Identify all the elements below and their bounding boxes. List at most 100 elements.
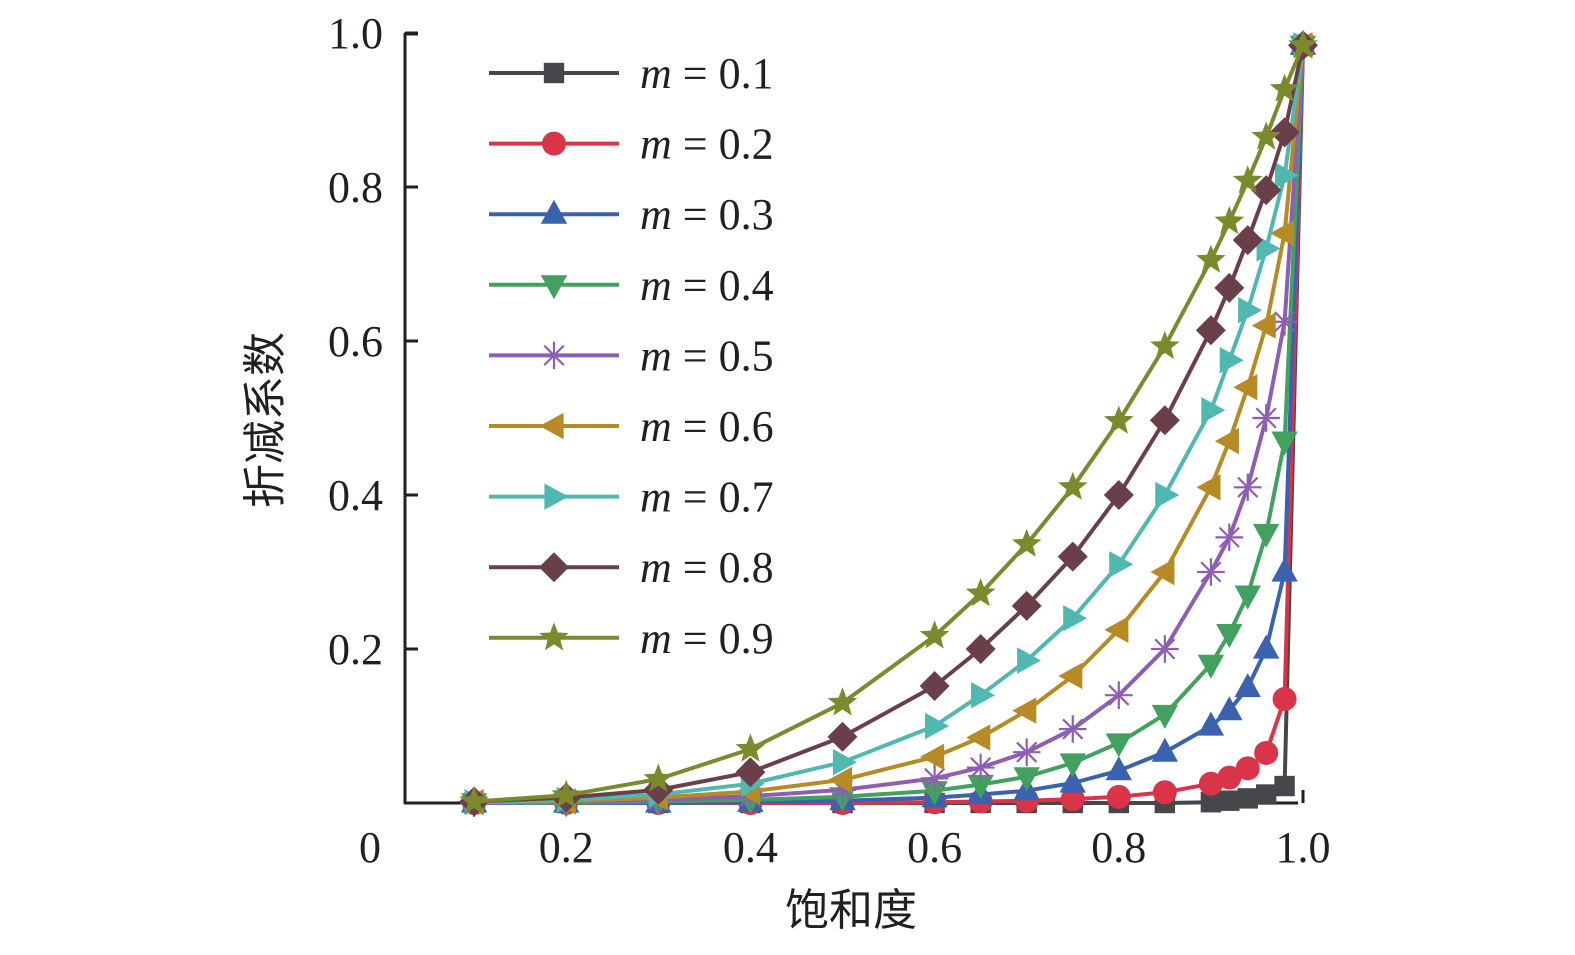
data-point-triangle-down bbox=[1252, 523, 1280, 548]
data-point-circle bbox=[1152, 780, 1177, 805]
x-tick-label: 0 bbox=[359, 823, 381, 872]
data-point-triangle-right bbox=[1063, 605, 1088, 632]
data-point-triangle-down bbox=[1216, 624, 1243, 648]
data-point-circle bbox=[1198, 771, 1223, 796]
series-layer bbox=[459, 29, 1318, 818]
legend-label: m = 0.2 bbox=[640, 120, 774, 169]
data-point-circle bbox=[1217, 765, 1242, 790]
data-point-triangle-down bbox=[1151, 704, 1179, 729]
data-point-star bbox=[919, 620, 950, 649]
data-point-triangle-left bbox=[828, 766, 853, 794]
data-point-diamond bbox=[1195, 315, 1226, 346]
data-point-circle bbox=[1106, 784, 1131, 809]
data-point-star bbox=[551, 779, 581, 808]
legend-label: m = 0.8 bbox=[640, 543, 774, 592]
legend-label-variable: m bbox=[640, 120, 672, 169]
data-point-star bbox=[459, 785, 489, 815]
data-point-circle bbox=[1254, 740, 1279, 765]
data-point-diamond bbox=[1149, 405, 1180, 436]
series-m-0-3 bbox=[460, 30, 1317, 813]
y-tick-label: 0.4 bbox=[328, 471, 383, 520]
y-tick-label: 0.6 bbox=[328, 317, 383, 366]
data-point-diamond bbox=[1103, 480, 1134, 510]
legend-item: m = 0.5 bbox=[489, 331, 774, 380]
legend-item: m = 0.7 bbox=[489, 473, 774, 522]
x-tick-label: 0.4 bbox=[723, 823, 778, 872]
data-point-diamond bbox=[919, 670, 950, 701]
legend-marker-triangle-down bbox=[540, 275, 568, 300]
legend-item: m = 0.9 bbox=[489, 614, 774, 663]
data-point-star bbox=[1150, 330, 1180, 359]
data-point-triangle-right bbox=[971, 682, 996, 709]
data-point-star bbox=[1011, 528, 1042, 557]
x-ticks: 0 0.2 0.4 0.6 0.8 1.0 bbox=[359, 790, 1331, 872]
data-point-star bbox=[643, 763, 674, 792]
legend-label-value: = 0.1 bbox=[672, 49, 774, 98]
legend-label-variable: m bbox=[640, 190, 672, 239]
x-tick-label: 0.6 bbox=[907, 823, 962, 872]
data-point-triangle-right bbox=[1238, 297, 1263, 324]
data-point-triangle-left bbox=[1104, 616, 1129, 643]
data-point-triangle-left bbox=[920, 743, 945, 770]
data-point-star bbox=[827, 687, 858, 716]
data-point-asterisk bbox=[1252, 404, 1280, 432]
legend-marker-triangle-left bbox=[539, 412, 564, 440]
legend-item: m = 0.4 bbox=[489, 261, 774, 310]
series-m-0-6 bbox=[459, 32, 1313, 816]
data-point-star bbox=[1104, 405, 1134, 434]
data-point-square bbox=[1274, 775, 1295, 797]
data-point-diamond bbox=[1269, 117, 1300, 148]
legend-label-value: = 0.8 bbox=[672, 543, 774, 592]
legend-label-variable: m bbox=[640, 473, 672, 522]
data-point-triangle-left bbox=[1196, 474, 1221, 501]
legend-label: m = 0.7 bbox=[640, 473, 774, 522]
legend-item: m = 0.6 bbox=[489, 402, 774, 451]
data-point-triangle-left bbox=[1233, 374, 1258, 401]
legend-label-value: = 0.6 bbox=[672, 402, 774, 451]
data-point-star bbox=[1251, 121, 1281, 150]
data-point-triangle-down bbox=[1271, 431, 1298, 456]
data-point-triangle-left bbox=[1251, 312, 1276, 339]
x-tick-label: 0.2 bbox=[539, 823, 594, 872]
data-point-circle bbox=[1235, 756, 1260, 781]
data-point-star bbox=[1196, 244, 1226, 273]
data-point-triangle-left bbox=[1012, 697, 1037, 724]
data-point-triangle-up bbox=[1216, 696, 1243, 721]
data-point-star bbox=[1288, 29, 1318, 58]
data-point-star bbox=[735, 733, 766, 762]
data-point-asterisk bbox=[1012, 738, 1041, 766]
data-point-triangle-up bbox=[1151, 737, 1179, 762]
data-point-star bbox=[1214, 206, 1245, 235]
data-point-triangle-down bbox=[1234, 585, 1261, 610]
data-point-triangle-right bbox=[1274, 162, 1299, 189]
series-line bbox=[473, 44, 1305, 804]
y-ticks: 0.2 0.4 0.6 0.8 1.0 bbox=[328, 9, 418, 674]
data-point-triangle-down bbox=[1105, 733, 1132, 758]
data-point-asterisk bbox=[1058, 715, 1087, 743]
legend-label-variable: m bbox=[640, 331, 672, 380]
data-point-triangle-right bbox=[1017, 647, 1042, 674]
legend-item: m = 0.1 bbox=[489, 49, 774, 98]
data-point-triangle-down bbox=[967, 774, 994, 799]
legend-item: m = 0.2 bbox=[489, 120, 774, 169]
y-tick-label: 0.8 bbox=[328, 163, 383, 212]
legend-label-variable: m bbox=[640, 261, 672, 310]
legend-item: m = 0.8 bbox=[489, 543, 774, 592]
legend-marker-circle bbox=[542, 131, 566, 156]
legend-marker-star bbox=[539, 622, 569, 651]
data-point-square bbox=[1200, 792, 1222, 813]
data-point-square bbox=[1219, 790, 1240, 811]
data-point-diamond bbox=[735, 757, 766, 788]
series-line bbox=[474, 45, 1305, 805]
data-point-diamond bbox=[1057, 541, 1088, 572]
data-point-asterisk bbox=[966, 753, 995, 782]
legend-marker-triangle-right bbox=[544, 483, 569, 510]
legend-label-variable: m bbox=[640, 614, 672, 663]
y-tick-label: 1.0 bbox=[328, 9, 383, 58]
legend-label-value: = 0.3 bbox=[672, 190, 774, 239]
data-point-star bbox=[1232, 165, 1263, 194]
data-point-triangle-down bbox=[1197, 654, 1225, 679]
data-point-triangle-right bbox=[1109, 551, 1134, 578]
data-point-triangle-up bbox=[1252, 634, 1280, 659]
